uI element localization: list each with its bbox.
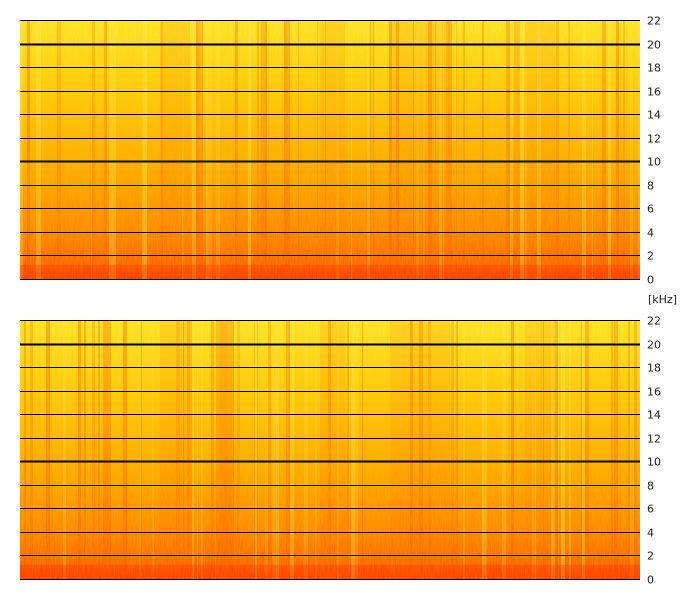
spectrogram-texture xyxy=(20,320,640,579)
tick-label-14khz: 14 xyxy=(647,109,661,122)
tick-label-16khz: 16 xyxy=(647,86,661,99)
tick-label-12khz: 12 xyxy=(647,133,661,146)
tick-label-4khz: 4 xyxy=(647,227,654,240)
spectrogram-panel-bottom: 0 2 4 6 8 10 12 14 16 18 20 22 xyxy=(20,315,661,587)
tick-label-2khz: 2 xyxy=(647,250,654,263)
tick-label-0khz: 0 xyxy=(647,574,654,587)
tick-label-4khz: 4 xyxy=(647,527,654,540)
tick-label-20khz: 20 xyxy=(647,39,661,52)
tick-label-6khz: 6 xyxy=(647,203,654,216)
spectrogram-panel-top: 0 2 4 6 8 10 12 14 16 18 20 22 xyxy=(20,15,661,287)
low-frequency-band xyxy=(20,264,640,279)
tick-label-18khz: 18 xyxy=(647,362,661,375)
tick-label-10khz: 10 xyxy=(647,156,661,169)
tick-label-18khz: 18 xyxy=(647,62,661,75)
tick-label-0khz: 0 xyxy=(647,274,654,287)
tick-label-20khz: 20 xyxy=(647,339,661,352)
tick-label-22khz: 22 xyxy=(647,15,661,28)
tick-label-14khz: 14 xyxy=(647,409,661,422)
tick-label-16khz: 16 xyxy=(647,386,661,399)
tick-label-8khz: 8 xyxy=(647,180,654,193)
tick-label-6khz: 6 xyxy=(647,503,654,516)
frequency-unit-label: [kHz] xyxy=(648,293,677,306)
tick-label-2khz: 2 xyxy=(647,550,654,563)
tick-label-8khz: 8 xyxy=(647,480,654,493)
low-frequency-band xyxy=(20,564,640,579)
tick-label-22khz: 22 xyxy=(647,315,661,328)
tick-label-10khz: 10 xyxy=(647,456,661,469)
spectrogram-texture xyxy=(20,20,640,279)
tick-label-12khz: 12 xyxy=(647,433,661,446)
